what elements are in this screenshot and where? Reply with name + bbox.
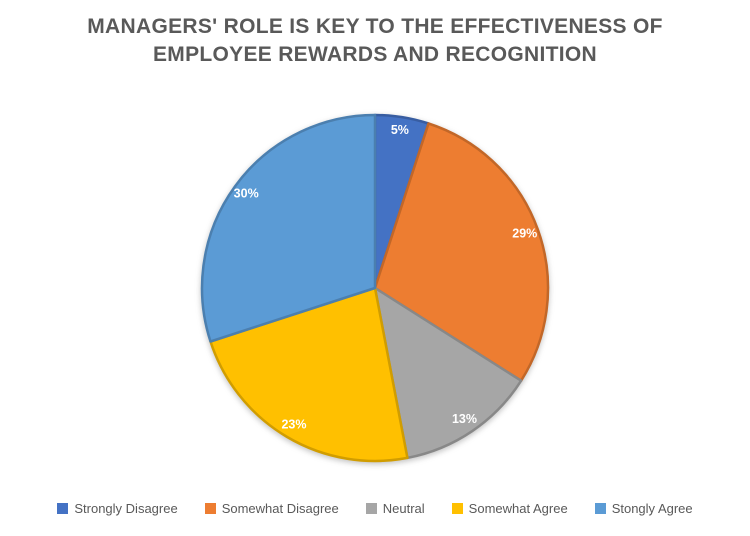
legend-label: Somewhat Agree [468,501,568,516]
legend-swatch-icon [365,503,377,514]
legend-swatch-icon [57,503,69,514]
legend-item-stongly-agree[interactable]: Stongly Agree [594,501,693,516]
pie-data-label-somewhat-agree: 23% [281,417,306,431]
legend-swatch-icon [594,503,606,514]
chart-title: MANAGERS' ROLE IS KEY TO THE EFFECTIVENE… [0,13,750,69]
legend-swatch-icon [204,503,216,514]
pie-slice-somewhat-agree[interactable] [209,286,409,463]
pie-data-label-neutral: 13% [452,412,477,426]
pie-data-label-strongly-disagree: 5% [391,123,409,137]
legend-item-neutral[interactable]: Neutral [365,501,425,516]
legend-label: Stongly Agree [611,501,693,516]
legend: Strongly Disagree Somewhat Disagree Neutra… [0,501,750,516]
chart-title-line-2: EMPLOYEE REWARDS AND RECOGNITION [152,43,598,66]
legend-label: Somewhat Disagree [221,501,339,516]
legend-item-somewhat-disagree[interactable]: Somewhat Disagree [204,501,339,516]
legend-item-somewhat-agree[interactable]: Somewhat Agree [451,501,568,516]
legend-label: Neutral [382,501,425,516]
pie-slice-somewhat-disagree[interactable] [373,122,550,382]
chart-title-line-1: MANAGERS' ROLE IS KEY TO THE EFFECTIVENE… [87,15,663,38]
legend-label: Strongly Disagree [74,501,178,516]
pie-data-label-somewhat-disagree: 29% [512,226,537,240]
pie-slice-neutral[interactable] [373,286,523,460]
pie-data-label-stongly-agree: 30% [234,187,259,201]
legend-item-strongly-disagree[interactable]: Strongly Disagree [57,501,178,516]
pie-slice-stongly-agree[interactable] [200,113,377,343]
legend-swatch-icon [451,503,463,514]
